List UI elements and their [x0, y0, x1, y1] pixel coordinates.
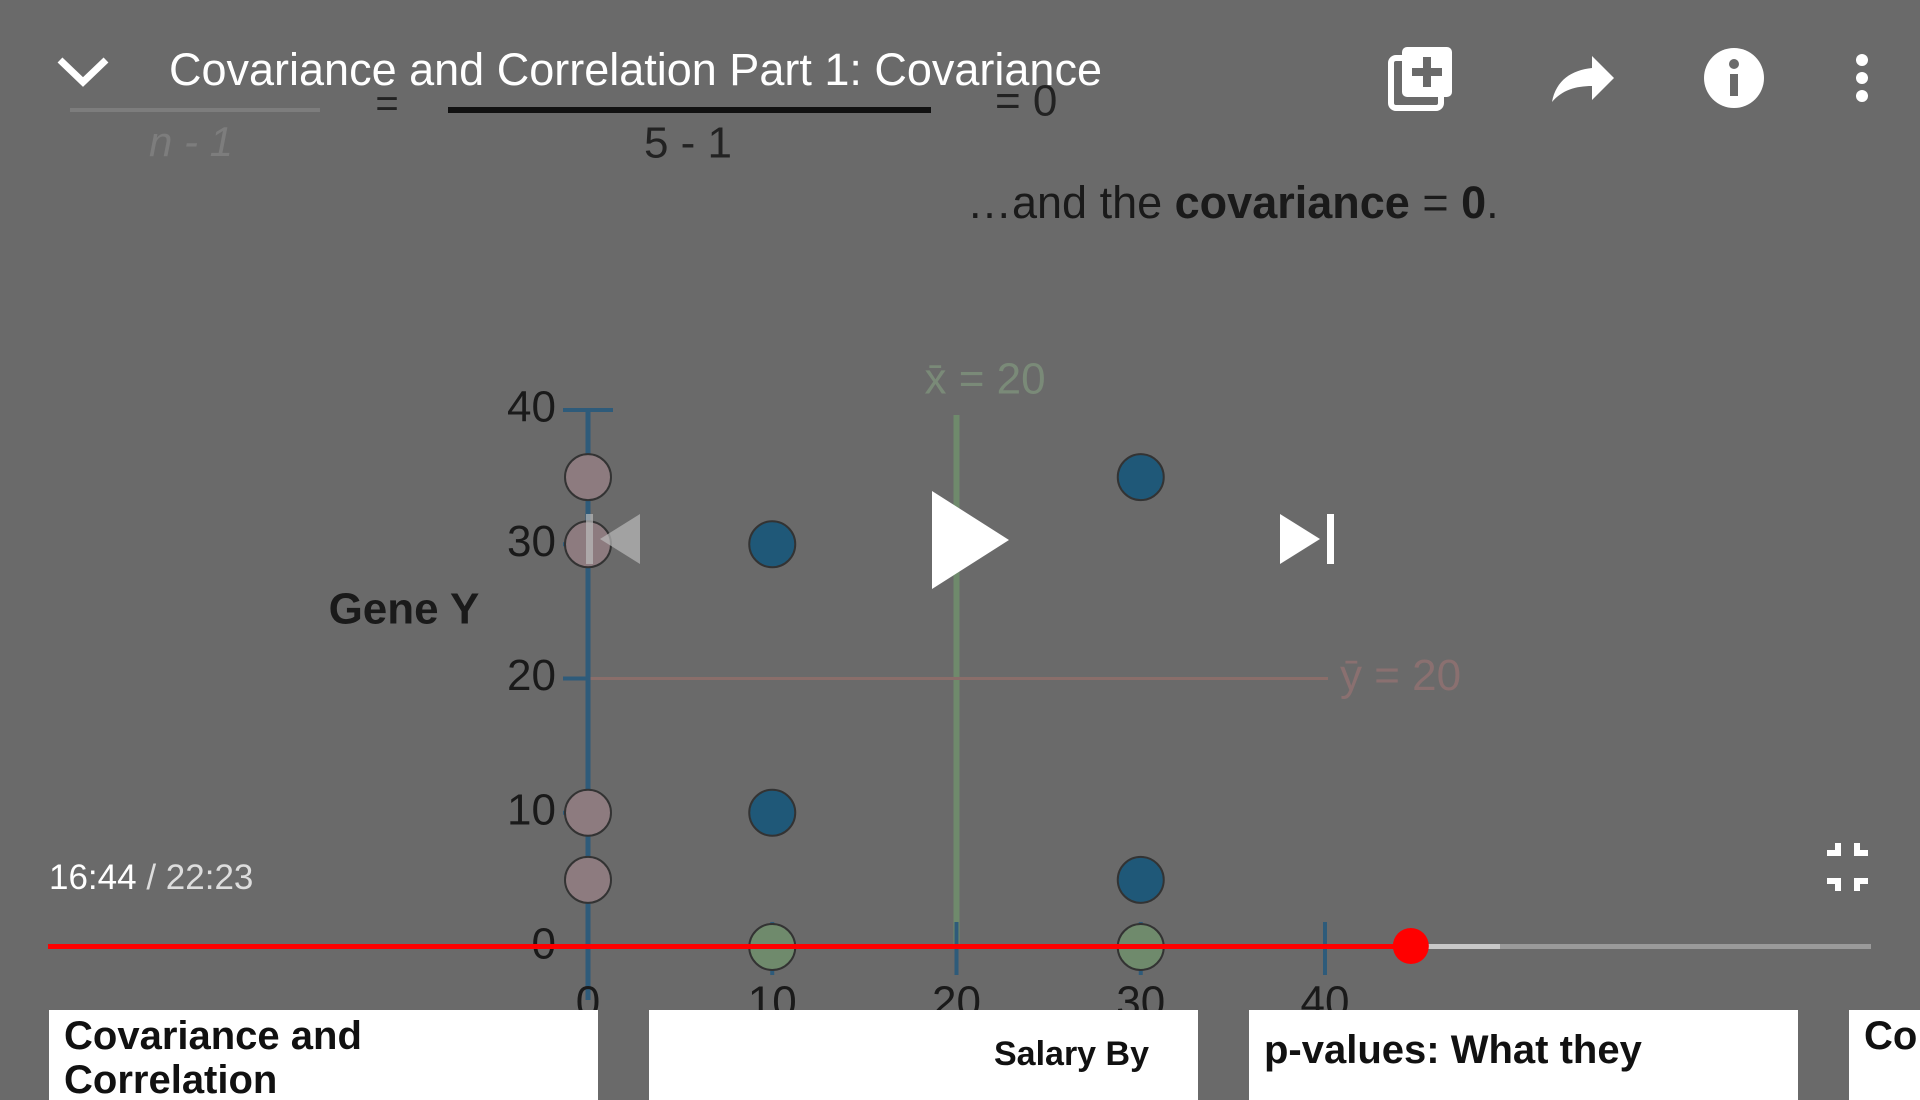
progress-handle[interactable]: [1392, 928, 1429, 964]
progress-played: [48, 944, 1411, 949]
caption-part: …and the: [967, 177, 1175, 228]
related-video-card[interactable]: Co: [1849, 1010, 1920, 1100]
share-button[interactable]: [1552, 56, 1614, 102]
y-tick-label: 30: [507, 517, 556, 566]
data-point: [564, 788, 612, 837]
previous-button[interactable]: [586, 514, 640, 564]
formula-text: 5 - 1: [644, 119, 732, 168]
y-axis-label: Gene Y: [329, 585, 480, 634]
y-tick-label: 20: [507, 651, 556, 700]
related-video-card[interactable]: Salary By: [649, 1010, 1198, 1100]
caption-part: covariance: [1175, 177, 1410, 228]
info-button[interactable]: [1704, 48, 1764, 108]
data-point: [564, 855, 612, 904]
related-video-card[interactable]: p-values: What they: [1249, 1010, 1798, 1100]
formula-text: =: [375, 82, 398, 126]
related-video-title: Salary By: [994, 1035, 1149, 1073]
next-button[interactable]: [1280, 514, 1334, 564]
play-button[interactable]: [932, 491, 1009, 589]
y-tick-label: 10: [507, 785, 556, 834]
mean-y-label: ȳ = 20: [1340, 651, 1461, 700]
related-video-title: Co: [1864, 1014, 1918, 1058]
time-separator: /: [146, 858, 157, 897]
time-display: 16:44 / 22:23: [49, 858, 253, 898]
formula-text: = 0: [995, 77, 1057, 126]
data-point: [748, 520, 797, 569]
related-video-title: p-values: What they: [1264, 1028, 1642, 1072]
data-point: [1116, 855, 1165, 904]
y-tick-label: 40: [507, 383, 556, 432]
formula-text: n - 1: [149, 118, 233, 165]
caption-part: 0: [1461, 177, 1486, 228]
data-point: [564, 453, 612, 502]
exit-fullscreen-button[interactable]: [1827, 843, 1868, 891]
caption: …and the covariance = 0.: [967, 177, 1499, 228]
related-video-title: Covariance and Correlation: [64, 1014, 362, 1100]
caption-part: .: [1486, 177, 1499, 228]
more-button[interactable]: [1856, 54, 1868, 102]
progress-bar[interactable]: [48, 928, 1871, 964]
mean-x-label: x̄ = 20: [925, 355, 1046, 404]
collapse-button[interactable]: [57, 57, 109, 87]
current-time: 16:44: [49, 858, 137, 897]
duration: 22:23: [165, 858, 254, 897]
data-point: [1116, 453, 1165, 502]
data-point: [748, 788, 797, 837]
add-to-queue-button[interactable]: [1388, 47, 1452, 111]
caption-part: =: [1410, 177, 1461, 228]
video-title: Covariance and Correlation Part 1: Covar…: [169, 44, 1102, 95]
related-video-card[interactable]: Covariance and Correlation: [49, 1010, 598, 1100]
